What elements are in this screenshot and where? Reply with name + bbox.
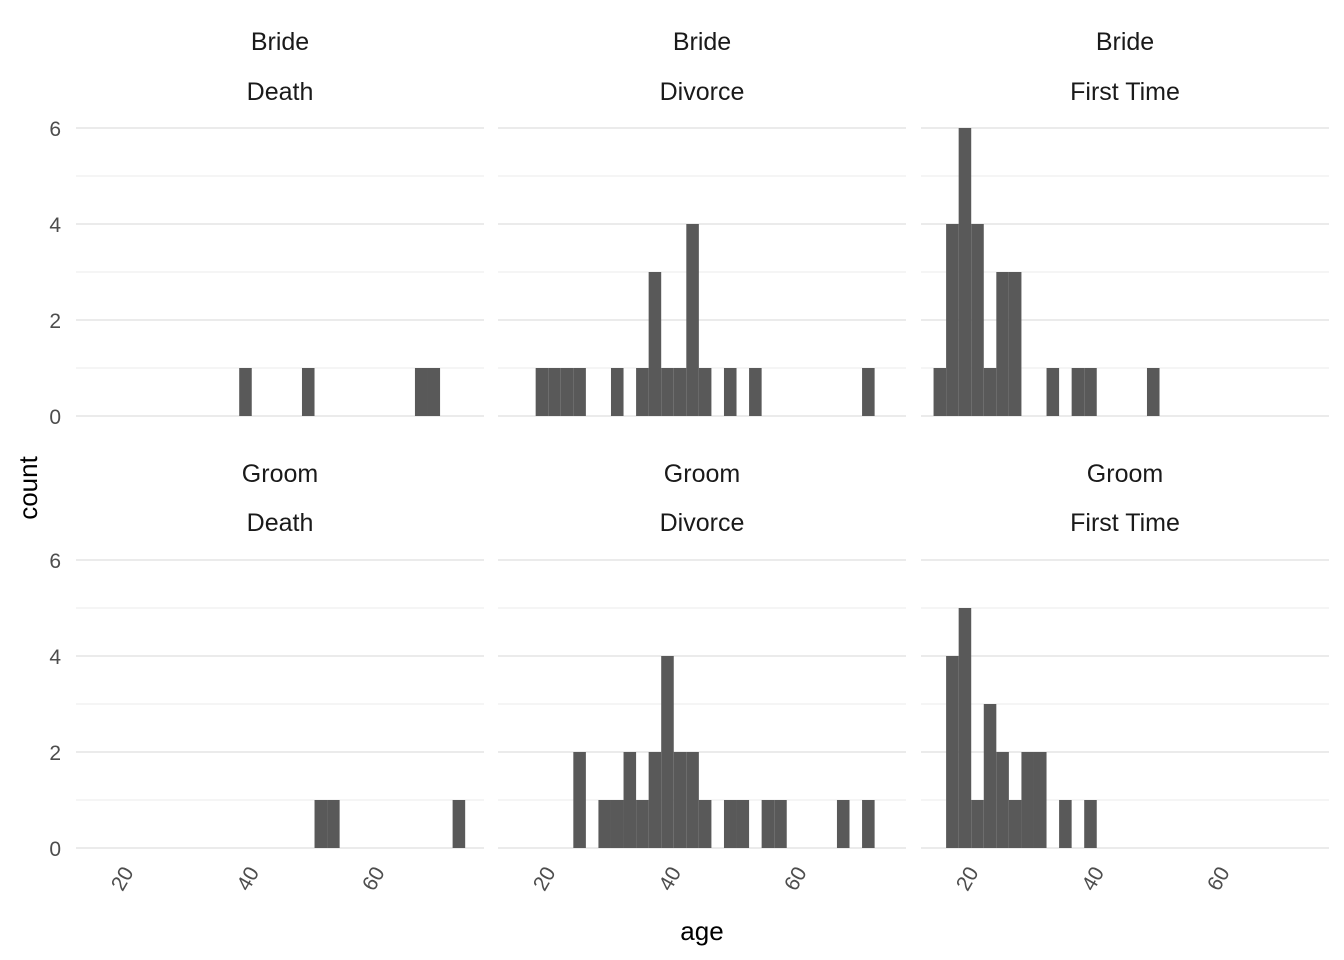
facet-strip-top-label: Bride [1096, 28, 1154, 56]
facet-strip-top-label: Bride [673, 28, 731, 56]
histogram-bar [239, 368, 252, 416]
facet-strip-bottom-label: Death [247, 78, 314, 106]
histogram-bar [548, 368, 561, 416]
histogram-bar [327, 800, 340, 848]
x-tick-label: 60 [780, 863, 812, 895]
x-tick-label: 40 [654, 863, 686, 895]
histogram-bar [996, 272, 1009, 416]
y-tick-label: 6 [49, 550, 61, 573]
histogram-bar [698, 368, 712, 416]
x-tick-label: 20 [529, 863, 561, 895]
histogram-bar [661, 656, 674, 848]
histogram-bar [598, 800, 611, 848]
facet-panel: Bride First Time [921, 28, 1329, 417]
histogram-bar [761, 800, 775, 848]
facet-strip-bottom-label: Divorce [660, 78, 745, 106]
histogram-bar [723, 368, 737, 416]
x-axis-title: age [680, 916, 723, 946]
facet-strip-bottom-label: First Time [1070, 509, 1180, 537]
y-tick-label: 0 [49, 406, 61, 429]
histogram-bar [560, 368, 574, 416]
histogram-bar [452, 800, 466, 848]
facet-strip-top-label: Groom [664, 460, 740, 488]
histogram-bar [736, 800, 750, 848]
histogram-bar [301, 368, 315, 416]
facet-strip-top-label: Groom [1087, 460, 1163, 488]
facet-strip-top-label: Groom [242, 460, 318, 488]
histogram-bar [314, 800, 328, 848]
histogram-bar [623, 752, 637, 848]
histogram-bar [836, 800, 850, 848]
histogram-bar [673, 752, 687, 848]
histogram-bar [414, 368, 428, 416]
histogram-bar [686, 224, 699, 416]
facet-strip-bottom-label: First Time [1070, 78, 1180, 106]
y-tick-label: 2 [49, 310, 61, 333]
histogram-bar [983, 704, 997, 848]
histogram-bar [573, 752, 586, 848]
histogram-bar [427, 368, 441, 416]
histogram-bar [774, 800, 787, 848]
histogram-bar [661, 368, 674, 416]
y-tick-label: 2 [49, 742, 61, 765]
x-tick-label: 40 [232, 863, 264, 895]
x-tick-label: 60 [358, 863, 390, 895]
facet-strip-bottom-label: Death [247, 509, 314, 537]
histogram-bar [535, 368, 549, 416]
histogram-bar [1059, 800, 1072, 848]
histogram-bar [958, 128, 972, 416]
histogram-bar [1084, 800, 1097, 848]
histogram-bar [648, 272, 662, 416]
facet-panels: Bride Death 0 2 4 6 Bride Divorce Bride First Tim… [49, 28, 1329, 895]
facet-panel: Groom First Time 20 40 60 [921, 460, 1329, 895]
facet-panel: Bride Divorce [498, 28, 906, 417]
histogram-bar [1021, 752, 1034, 848]
histogram-bar [1008, 800, 1022, 848]
y-tick-label: 0 [49, 838, 61, 861]
facet-panel: Groom Divorce 20 40 60 [498, 460, 906, 895]
histogram-bar [636, 800, 649, 848]
histogram-bar [983, 368, 997, 416]
histogram-bar [946, 656, 959, 848]
histogram-bar [1033, 752, 1047, 848]
histogram-bar [1084, 368, 1097, 416]
y-tick-label: 4 [49, 646, 61, 669]
histogram-bar [686, 752, 699, 848]
histogram-bar [1046, 368, 1060, 416]
histogram-bar [673, 368, 687, 416]
histogram-bar [610, 800, 624, 848]
facet-panel: Bride Death 0 2 4 6 [49, 28, 484, 429]
histogram-bar [971, 224, 984, 416]
histogram-bar [862, 800, 875, 848]
histogram-bar [1146, 368, 1160, 416]
histogram-bar [648, 752, 662, 848]
y-tick-label: 4 [49, 214, 61, 237]
histogram-bar [996, 752, 1009, 848]
histogram-bar [971, 800, 984, 848]
histogram-bar [1071, 368, 1085, 416]
facet-panel: Groom Death 0 2 4 6 20 40 60 [49, 460, 484, 895]
histogram-bar [933, 368, 947, 416]
facet-strip-bottom-label: Divorce [660, 509, 745, 537]
x-tick-label: 20 [952, 863, 984, 895]
x-tick-label: 20 [107, 863, 139, 895]
histogram-bar [862, 368, 875, 416]
histogram-bar [958, 608, 972, 848]
y-tick-label: 6 [49, 118, 61, 141]
histogram-bar [749, 368, 762, 416]
facet-strip-top-label: Bride [251, 28, 309, 56]
x-tick-label: 40 [1077, 863, 1109, 895]
histogram-bar [946, 224, 959, 416]
x-tick-label: 60 [1203, 863, 1235, 895]
histogram-bar [610, 368, 624, 416]
histogram-bar [1008, 272, 1022, 416]
histogram-bar [723, 800, 737, 848]
y-axis-title: count [13, 455, 43, 519]
histogram-bar [573, 368, 586, 416]
histogram-bar [698, 800, 712, 848]
histogram-bar [636, 368, 649, 416]
